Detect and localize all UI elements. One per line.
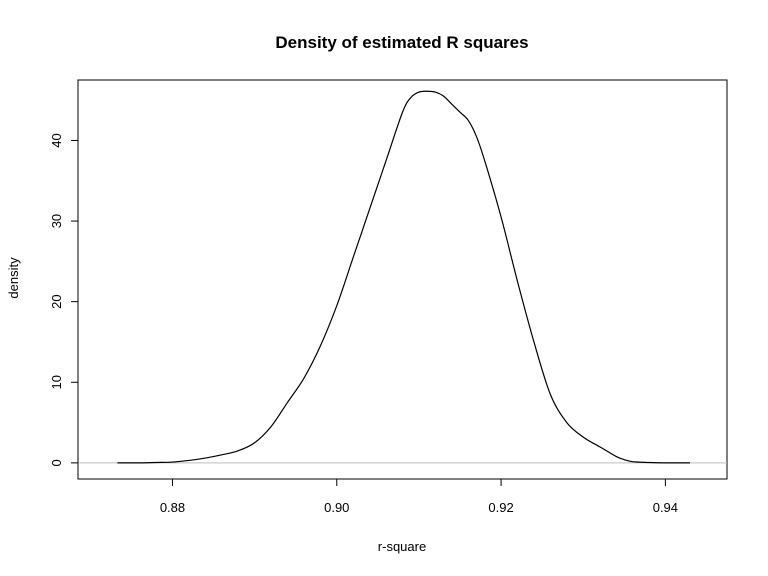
y-tick-label: 20 <box>49 294 64 308</box>
x-axis-label: r-square <box>378 539 426 554</box>
y-axis-label: density <box>6 257 21 299</box>
x-tick-label: 0.94 <box>653 500 678 515</box>
x-axis: 0.88 0.90 0.92 0.94 <box>160 478 678 515</box>
chart-title: Density of estimated R squares <box>275 33 528 52</box>
plot-frame <box>77 79 728 480</box>
y-tick-label: 30 <box>49 214 64 228</box>
y-tick-label: 40 <box>49 133 64 147</box>
y-tick-label: 10 <box>49 375 64 389</box>
y-axis: 0 10 20 30 40 <box>49 133 79 466</box>
y-tick-label: 0 <box>49 459 64 466</box>
x-tick-label: 0.88 <box>160 500 185 515</box>
density-curve <box>117 90 691 464</box>
x-tick-label: 0.92 <box>488 500 513 515</box>
x-tick-label: 0.90 <box>324 500 349 515</box>
